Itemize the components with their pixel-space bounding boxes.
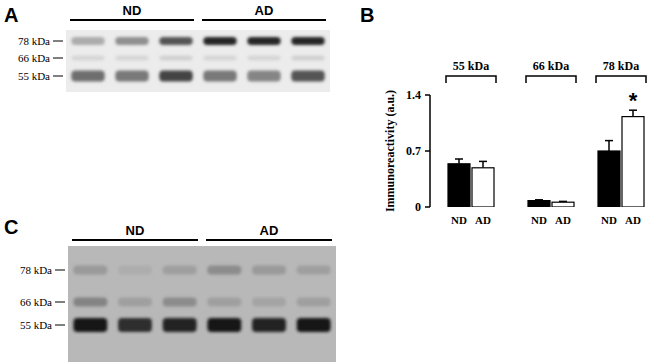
marker-tick xyxy=(55,270,65,271)
group-line xyxy=(206,239,332,241)
group-label: AD xyxy=(260,223,279,238)
band xyxy=(297,318,331,332)
y-tick xyxy=(425,150,430,152)
band xyxy=(207,318,241,332)
band xyxy=(115,37,148,45)
group-label: AD xyxy=(255,3,274,18)
marker-label: 55 kDa xyxy=(20,319,52,331)
band xyxy=(252,266,286,275)
error-bar xyxy=(482,161,484,167)
band xyxy=(118,266,152,275)
bar xyxy=(448,164,470,207)
group-bracket xyxy=(596,76,646,83)
band xyxy=(73,298,107,307)
band xyxy=(118,298,152,307)
band xyxy=(159,56,192,61)
band xyxy=(115,71,148,82)
band xyxy=(71,37,104,45)
band xyxy=(73,266,107,275)
error-cap xyxy=(479,161,487,163)
group-line xyxy=(70,19,194,21)
marker-label: 66 kDa xyxy=(18,52,50,64)
group-line xyxy=(202,19,326,21)
blot-background xyxy=(68,246,336,362)
band xyxy=(118,318,152,332)
series-label: ND xyxy=(531,214,547,226)
band xyxy=(247,71,280,82)
error-cap xyxy=(455,158,463,160)
band xyxy=(207,298,241,307)
blot xyxy=(68,246,336,362)
group-label: ND xyxy=(123,3,142,18)
marker-tick xyxy=(53,58,63,59)
y-axis-label: Immunoreactivity (a.u.) xyxy=(383,90,397,212)
series-label: ND xyxy=(601,214,617,226)
band xyxy=(115,56,148,61)
bar-chart: 0 0.7 1.4 Immunoreactivity (a.u.) 55 kDa ND AD… xyxy=(383,59,646,226)
marker-label: 78 kDa xyxy=(20,264,52,276)
error-cap xyxy=(605,140,613,142)
band xyxy=(247,37,280,45)
marker-tick xyxy=(53,76,63,77)
marker-label: 66 kDa xyxy=(20,296,52,308)
band xyxy=(163,266,197,275)
marker-tick xyxy=(53,41,63,42)
panel-label: A xyxy=(4,4,18,26)
marker-tick xyxy=(55,302,65,303)
series-label: AD xyxy=(475,214,491,226)
bar xyxy=(598,151,620,207)
error-bar xyxy=(608,141,610,151)
plot-area xyxy=(448,110,644,207)
band xyxy=(163,318,197,332)
category-label: 55 kDa xyxy=(453,59,489,73)
band xyxy=(291,56,324,61)
band xyxy=(203,37,236,45)
bar xyxy=(528,201,550,207)
group-line xyxy=(72,239,198,241)
y-tick-label: 0 xyxy=(415,200,421,214)
band xyxy=(159,37,192,45)
marker-label: 78 kDa xyxy=(18,35,50,47)
panel-label: C xyxy=(4,216,18,238)
band xyxy=(159,71,192,82)
band xyxy=(297,266,331,275)
figure: A B C ND AD 78 kDa 66 kDa 55 kDa ND AD 78 kDa 66 kD… xyxy=(0,0,650,362)
group-label: ND xyxy=(126,223,145,238)
band xyxy=(252,298,286,307)
band xyxy=(203,71,236,82)
bar xyxy=(472,168,494,207)
marker-tick xyxy=(55,325,65,326)
band xyxy=(203,56,236,61)
band xyxy=(163,298,197,307)
y-tick xyxy=(425,94,430,96)
band xyxy=(71,71,104,82)
bar xyxy=(552,202,574,207)
panel-label: B xyxy=(360,4,374,26)
y-tick-label: 0.7 xyxy=(406,144,421,158)
marker-label: 55 kDa xyxy=(18,70,50,82)
significance-mark: * xyxy=(629,88,638,113)
band xyxy=(71,56,104,61)
bar xyxy=(622,117,644,207)
band xyxy=(297,298,331,307)
band xyxy=(291,37,324,45)
series-label: AD xyxy=(625,214,641,226)
y-tick-label: 1.4 xyxy=(406,88,421,102)
band xyxy=(252,318,286,332)
series-label: ND xyxy=(451,214,467,226)
y-tick xyxy=(425,206,430,208)
band xyxy=(247,56,280,61)
band xyxy=(207,266,241,275)
category-label: 66 kDa xyxy=(533,59,569,73)
blot xyxy=(66,30,330,92)
category-label: 78 kDa xyxy=(603,59,639,73)
group-bracket xyxy=(446,76,496,83)
band xyxy=(73,318,107,332)
blot-background xyxy=(66,30,330,92)
band xyxy=(291,71,324,82)
series-label: AD xyxy=(555,214,571,226)
group-bracket xyxy=(526,76,576,83)
